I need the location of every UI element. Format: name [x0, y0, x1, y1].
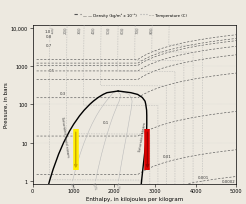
Y-axis label: Pressure, in bars: Pressure, in bars	[3, 82, 8, 127]
Text: 50%: 50%	[91, 181, 97, 190]
Text: 0.3: 0.3	[60, 91, 66, 95]
Text: 800: 800	[150, 26, 154, 34]
Text: 700: 700	[136, 26, 140, 34]
Text: 300: 300	[78, 26, 82, 34]
Text: Saturated liquid steam: Saturated liquid steam	[60, 116, 69, 156]
Text: 500: 500	[107, 26, 111, 34]
Text: 0.0002: 0.0002	[221, 179, 235, 183]
Text: 100: 100	[50, 26, 55, 34]
Text: 0.01: 0.01	[163, 154, 171, 158]
Text: 600: 600	[121, 26, 125, 34]
Text: 75%: 75%	[114, 181, 121, 190]
Text: 0.001: 0.001	[198, 175, 209, 179]
Legend: — — Density (kg/m³ x 10⁻³), ···· Temperature (C): — — Density (kg/m³ x 10⁻³), ···· Tempera…	[72, 11, 189, 19]
Text: 0.8: 0.8	[46, 35, 52, 39]
Text: 25%: 25%	[68, 181, 74, 190]
Text: 0.5: 0.5	[49, 68, 55, 72]
Text: 200: 200	[64, 26, 69, 34]
Text: 400: 400	[92, 26, 97, 34]
Text: 1.0: 1.0	[45, 30, 51, 34]
Text: Saturated steam: Saturated steam	[138, 121, 147, 151]
Text: 0.7: 0.7	[46, 44, 52, 48]
X-axis label: Enthalpy, in kilojoules per kilogram: Enthalpy, in kilojoules per kilogram	[86, 196, 183, 201]
Text: 0.1: 0.1	[103, 120, 109, 124]
